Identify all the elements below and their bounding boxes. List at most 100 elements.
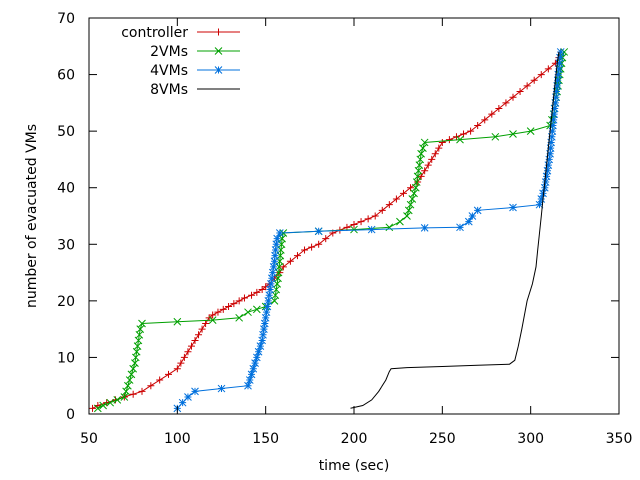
data-point-4vms	[468, 212, 477, 220]
data-point-4vms	[258, 336, 266, 345]
data-point-controller	[445, 136, 453, 144]
data-point-controller	[488, 110, 496, 118]
data-point-controller	[315, 240, 323, 248]
data-point-2vms	[173, 317, 182, 326]
legend-label-8vms: 8VMs	[150, 82, 188, 98]
data-point-4vms	[545, 155, 554, 164]
data-point-2vms	[456, 135, 464, 144]
data-point-controller	[544, 65, 552, 73]
data-point-4vms	[555, 59, 564, 68]
x-tick-label: 100	[164, 431, 191, 447]
data-point-2vms	[385, 223, 394, 232]
data-point-4vms	[551, 99, 560, 107]
data-point-4vms	[260, 319, 269, 328]
data-point-controller	[467, 127, 475, 135]
data-point-controller	[138, 387, 146, 395]
data-point-4vms	[217, 384, 226, 393]
data-point-4vms	[263, 302, 272, 311]
data-point-controller	[414, 178, 422, 186]
data-point-controller	[209, 311, 217, 319]
data-point-4vms	[275, 229, 284, 237]
data-point-controller	[308, 243, 316, 251]
data-point-controller	[240, 294, 248, 302]
data-point-2vms	[93, 404, 102, 413]
data-point-controller	[293, 252, 301, 260]
data-point-2vms	[396, 217, 404, 226]
data-point-4vms	[547, 138, 556, 147]
data-point-4vms	[267, 280, 275, 288]
data-point-controller	[364, 215, 372, 223]
series-line-8vms	[350, 51, 560, 409]
x-tick-label: 300	[517, 431, 544, 447]
y-tick-label: 70	[57, 11, 75, 27]
data-point-2vms	[406, 200, 415, 209]
data-point-controller	[177, 359, 185, 367]
data-point-controller	[421, 167, 429, 175]
data-point-4vms	[254, 347, 263, 356]
data-point-4vms	[268, 268, 277, 277]
ticks-layer: 50 100 150 200 250 300 350 0 10 20 30 40 50 60 70	[57, 11, 632, 447]
data-point-4vms	[543, 166, 552, 175]
data-point-4vms	[550, 110, 559, 119]
data-point-2vms	[120, 393, 129, 401]
data-point-controller	[371, 212, 379, 220]
legend-marker-controller	[215, 28, 222, 36]
data-point-4vms	[247, 370, 256, 379]
data-point-controller	[195, 331, 203, 339]
data-point-2vms	[509, 130, 517, 138]
data-point-controller	[191, 336, 199, 344]
data-point-2vms	[408, 195, 417, 203]
data-point-2vms	[404, 206, 413, 215]
data-point-4vms	[271, 246, 280, 254]
data-point-controller	[258, 286, 266, 294]
data-point-2vms	[122, 387, 130, 396]
data-point-4vms	[178, 398, 187, 407]
data-point-4vms	[464, 217, 473, 226]
data-point-controller	[173, 365, 181, 373]
data-point-controller	[431, 150, 439, 158]
data-point-4vms	[264, 297, 273, 305]
data-point-controller	[435, 144, 443, 152]
legend-label-2vms: 2VMs	[150, 44, 188, 60]
data-point-controller	[322, 235, 330, 243]
data-point-4vms	[266, 285, 274, 294]
y-tick-label: 20	[57, 294, 75, 310]
series-layer	[89, 48, 569, 413]
data-point-4vms	[261, 313, 270, 322]
y-tick-label: 60	[57, 68, 75, 84]
data-point-2vms	[136, 325, 145, 333]
data-point-controller	[89, 404, 97, 412]
data-point-controller	[537, 71, 545, 79]
x-tick-label: 150	[252, 431, 279, 447]
data-point-4vms	[244, 381, 252, 390]
data-point-4vms	[270, 257, 279, 266]
data-point-4vms	[537, 195, 546, 203]
data-point-2vms	[138, 319, 146, 328]
y-tick-label: 10	[57, 350, 75, 366]
data-point-4vms	[509, 203, 517, 212]
series-8vms	[350, 51, 560, 409]
y-tick-label: 0	[66, 407, 75, 423]
data-point-controller	[147, 382, 155, 390]
data-point-4vms	[314, 227, 323, 236]
y-tick-label: 30	[57, 237, 75, 253]
x-tick-label: 250	[429, 431, 456, 447]
data-point-controller	[235, 297, 243, 305]
data-point-controller	[180, 353, 188, 361]
data-point-4vms	[552, 93, 560, 102]
data-point-2vms	[252, 305, 261, 314]
data-point-controller	[276, 269, 284, 277]
data-point-controller	[378, 206, 386, 214]
legend-label-controller: controller	[121, 25, 188, 41]
data-point-4vms	[273, 234, 282, 243]
data-point-4vms	[550, 104, 559, 113]
data-point-2vms	[419, 144, 427, 152]
data-point-2vms	[350, 225, 358, 234]
data-point-4vms	[262, 308, 271, 317]
data-point-2vms	[403, 212, 411, 220]
data-point-controller	[495, 105, 503, 113]
data-point-controller	[350, 220, 358, 228]
x-axis-label: time (sec)	[319, 458, 390, 474]
data-point-4vms	[184, 393, 192, 401]
data-point-controller	[502, 99, 510, 107]
